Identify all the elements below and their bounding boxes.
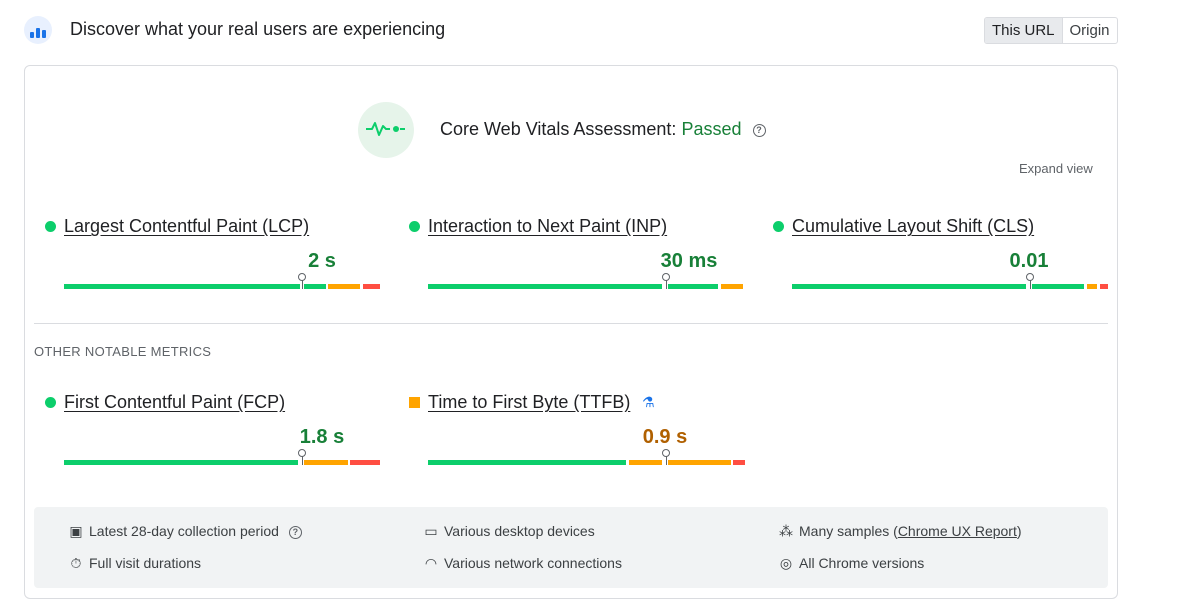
expand-view-button[interactable]: Expand view [1019,161,1093,176]
help-icon[interactable]: ? [752,123,766,137]
metric-inp: Interaction to Next Paint (INP) 30 ms [409,216,743,306]
assessment-heading: Core Web Vitals Assessment: Passed ? [440,119,766,140]
good-status-icon [773,221,784,232]
chrome-ux-report-link[interactable]: Chrome UX Report [897,523,1017,539]
collection-period-text: Latest 28-day collection period [89,523,279,539]
metric-value-cls: 0.01 [1009,250,1049,272]
p75-marker-icon [662,449,670,465]
chrome-versions-item: ◎ All Chrome versions [778,555,924,572]
origin-button[interactable]: Origin [1069,22,1110,39]
samples-item: ⁂ Many samples (Chrome UX Report) [778,523,1022,540]
distribution-bar-lcp [64,284,381,289]
visit-durations-item: ⏱ Full visit durations [68,555,202,572]
calendar-icon: ▣ [69,523,83,539]
distribution-bar-fcp [64,460,381,465]
url-origin-toggle[interactable]: This URL Origin [984,17,1118,44]
metric-value-inp: 30 ms [660,250,718,272]
network-text: Various network connections [444,555,622,571]
metric-fcp: First Contentful Paint (FCP) 1.8 s [45,392,380,482]
metric-lcp: Largest Contentful Paint (LCP) 2 s [45,216,380,306]
stopwatch-icon: ⏱ [70,555,82,571]
other-metrics-heading: OTHER NOTABLE METRICS [34,344,212,359]
vitals-pulse-icon [358,102,414,158]
page-title: Discover what your real users are experi… [70,19,446,39]
page-header: Discover what your real users are experi… [0,0,1202,62]
metric-value-fcp: 1.8 s [299,426,345,448]
assessment-status: Passed [681,119,742,139]
wifi-icon: ◠ [424,555,438,571]
metric-ttfb: Time to First Byte (TTFB) ⚗ 0.9 s [409,392,745,482]
needs-improvement-status-icon [409,397,420,408]
users-group-icon: ⁂ [779,523,793,539]
network-item: ◠ Various network connections [423,555,622,572]
samples-text: Many samples ( [799,523,898,539]
distribution-bar-ttfb [428,460,745,465]
visit-durations-text: Full visit durations [89,555,202,571]
metric-name-fcp[interactable]: First Contentful Paint (FCP) [64,392,286,412]
experimental-flask-icon[interactable]: ⚗ [642,394,655,410]
devices-text: Various desktop devices [444,523,595,539]
distribution-bar-cls [792,284,1108,289]
metric-cls: Cumulative Layout Shift (CLS) 0.01 [773,216,1108,306]
p75-marker-icon [1026,273,1034,289]
chrome-icon: ◎ [779,555,793,571]
metric-value-lcp: 2 s [308,250,336,272]
collection-period-item: ▣ Latest 28-day collection period? [68,523,302,540]
devices-item: ▭ Various desktop devices [423,523,595,540]
section-divider [34,323,1108,324]
metric-name-cls[interactable]: Cumulative Layout Shift (CLS) [792,216,1035,236]
field-data-card: Core Web Vitals Assessment: Passed ? Exp… [24,65,1118,599]
this-url-button[interactable]: This URL [985,18,1063,43]
crux-logo-icon [24,16,52,44]
metric-name-inp[interactable]: Interaction to Next Paint (INP) [428,216,668,236]
metric-value-ttfb: 0.9 s [642,426,688,448]
good-status-icon [409,221,420,232]
p75-marker-icon [662,273,670,289]
samples-suffix: ) [1016,523,1022,539]
assessment-label: Core Web Vitals Assessment: [440,119,677,139]
data-context-footer: ▣ Latest 28-day collection period? ⏱ Full … [34,507,1108,588]
p75-marker-icon [298,449,306,465]
metric-name-ttfb[interactable]: Time to First Byte (TTFB) [428,392,631,412]
chrome-versions-text: All Chrome versions [799,555,925,571]
p75-marker-icon [298,273,306,289]
good-status-icon [45,221,56,232]
distribution-bar-inp [428,284,743,289]
help-icon[interactable]: ? [288,525,302,539]
metric-name-lcp[interactable]: Largest Contentful Paint (LCP) [64,216,310,236]
devices-icon: ▭ [424,523,438,539]
good-status-icon [45,397,56,408]
